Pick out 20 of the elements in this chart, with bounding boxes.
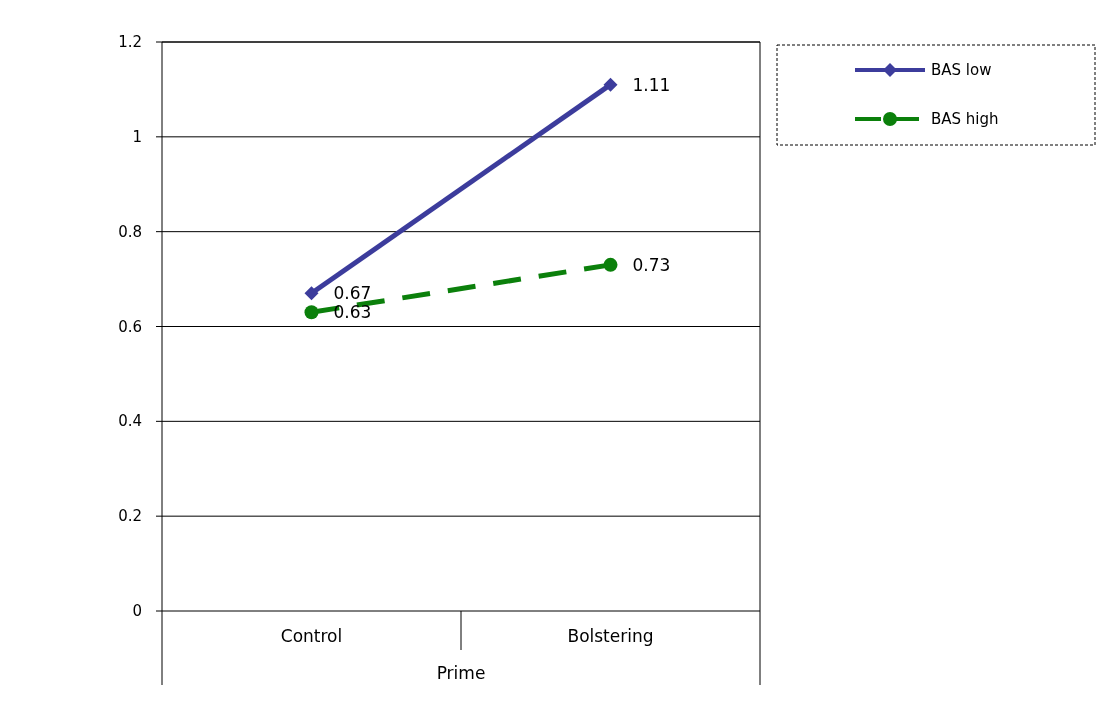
legend-label: BAS low [931,61,992,79]
point [304,305,319,320]
x-tick-label: Bolstering [567,626,654,646]
point [603,257,618,272]
x-axis-title: Prime [436,663,486,683]
y-tick-label: 0.4 [118,412,142,431]
x-tick-label: Control [280,626,343,646]
data-label: 1.11 [632,74,671,95]
data-label: 0.63 [333,302,372,323]
point [603,77,618,92]
data-label: 0.67 [333,283,372,304]
y-tick-label: 0.6 [118,317,142,336]
y-tick-label: 1.2 [118,33,142,51]
point [304,286,319,301]
y-tick-label: 1 [132,127,142,146]
data-label: 0.73 [632,254,671,275]
y-tick-label: 0.8 [118,222,142,241]
y-tick-label: 0.2 [118,507,142,526]
legend-label: BAS high [931,110,999,128]
y-tick-label: 0 [132,602,142,620]
